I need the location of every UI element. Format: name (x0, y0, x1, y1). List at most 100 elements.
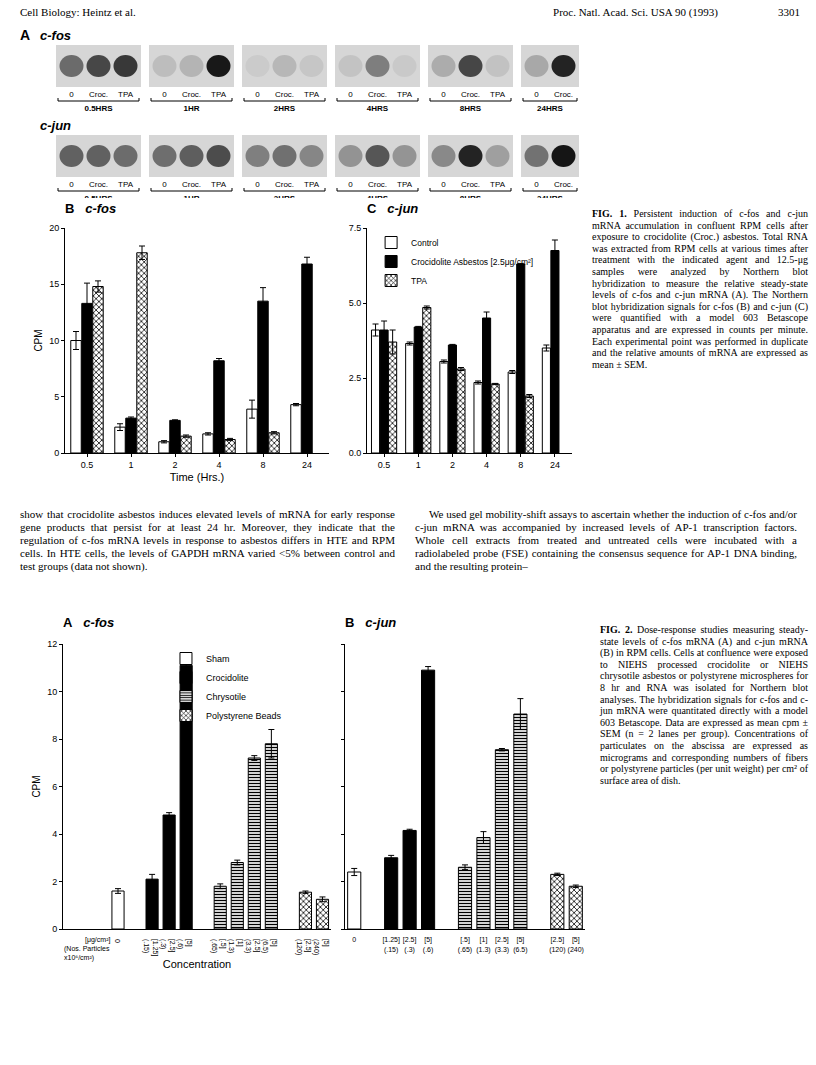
svg-text:0: 0 (441, 90, 446, 99)
svg-text:1: 1 (128, 460, 133, 470)
svg-text:8HRS: 8HRS (460, 104, 482, 113)
svg-text:0: 0 (52, 924, 57, 934)
svg-text:0: 0 (534, 90, 539, 99)
svg-text:0: 0 (69, 180, 74, 189)
svg-text:TPA: TPA (211, 180, 227, 189)
svg-text:Croc.: Croc. (89, 90, 108, 99)
svg-text:0: 0 (255, 90, 260, 99)
svg-text:[5](.6): [5](.6) (176, 939, 193, 950)
svg-text:B c-fos: B c-fos (65, 201, 116, 216)
svg-text:2: 2 (52, 877, 57, 887)
svg-text:Croc.: Croc. (368, 90, 387, 99)
svg-text:Concentration: Concentration (163, 958, 232, 970)
svg-text:1HR: 1HR (183, 194, 199, 203)
svg-text:0: 0 (352, 936, 356, 943)
svg-text:[1](1.3): [1](1.3) (476, 936, 490, 953)
svg-text:0: 0 (348, 180, 353, 189)
svg-text:2.5: 2.5 (349, 373, 362, 383)
svg-text:0: 0 (162, 180, 167, 189)
svg-text:TPA: TPA (118, 180, 134, 189)
svg-text:4HRS: 4HRS (367, 104, 389, 113)
svg-text:0: 0 (54, 448, 59, 458)
svg-text:4HRS: 4HRS (367, 194, 389, 203)
svg-text:12: 12 (47, 639, 57, 649)
svg-text:TPA: TPA (490, 180, 506, 189)
svg-text:Croc.: Croc. (554, 90, 573, 99)
svg-text:0: 0 (255, 180, 260, 189)
svg-text:24: 24 (302, 460, 312, 470)
svg-text:8: 8 (518, 460, 523, 470)
svg-text:Croc.: Croc. (275, 180, 294, 189)
svg-text:Croc.: Croc. (554, 180, 573, 189)
svg-text:[5](6.5): [5](6.5) (513, 936, 527, 953)
svg-text:2HRS: 2HRS (274, 194, 296, 203)
svg-text:8: 8 (260, 460, 265, 470)
svg-text:4: 4 (484, 460, 489, 470)
svg-text:2: 2 (450, 460, 455, 470)
svg-text:0: 0 (69, 90, 74, 99)
svg-text:Croc.: Croc. (275, 90, 294, 99)
svg-text:[5](6.5): [5](6.5) (261, 939, 278, 953)
svg-text:[1.25](.15): [1.25](.15) (382, 936, 400, 953)
svg-text:Croc.: Croc. (182, 90, 201, 99)
svg-text:C c-jun: C c-jun (367, 201, 418, 216)
svg-text:0.5HRS: 0.5HRS (84, 104, 113, 113)
svg-text:Control: Control (411, 238, 439, 248)
svg-text:CPM: CPM (33, 329, 44, 351)
svg-text:24HRS: 24HRS (537, 104, 563, 113)
svg-text:TPA: TPA (304, 90, 320, 99)
svg-text:2: 2 (172, 460, 177, 470)
svg-text:[2.5](.3): [2.5](.3) (159, 939, 176, 953)
svg-text:TPA: TPA (490, 90, 506, 99)
svg-text:10: 10 (49, 336, 59, 346)
svg-text:8: 8 (52, 734, 57, 744)
svg-text:24HRS: 24HRS (537, 194, 563, 203)
svg-text:Croc.: Croc. (461, 90, 480, 99)
svg-text:20: 20 (49, 223, 59, 233)
svg-text:0.5: 0.5 (81, 460, 94, 470)
svg-text:[.5](.65): [.5](.65) (458, 936, 472, 953)
svg-text:[1.25](.15): [1.25](.15) (142, 939, 159, 957)
svg-text:Crocidolite Asbestos [2.5μg/cm: Crocidolite Asbestos [2.5μg/cm²] (411, 257, 533, 267)
svg-text:c-fos: c-fos (40, 28, 71, 43)
svg-text:A: A (20, 27, 30, 43)
svg-text:0.5HRS: 0.5HRS (84, 194, 113, 203)
svg-text:Croc.: Croc. (368, 180, 387, 189)
svg-text:[2.5](3.3): [2.5](3.3) (244, 939, 261, 953)
svg-text:CPM: CPM (31, 775, 42, 797)
svg-text:1HR: 1HR (183, 104, 199, 113)
svg-text:0: 0 (114, 939, 121, 943)
svg-text:TPA: TPA (211, 90, 227, 99)
svg-text:[2.5](.3): [2.5](.3) (403, 936, 417, 953)
svg-text:2HRS: 2HRS (274, 104, 296, 113)
svg-text:[1](1.3): [1](1.3) (227, 939, 244, 953)
svg-text:[5](240): [5](240) (568, 936, 584, 953)
svg-text:0: 0 (162, 90, 167, 99)
svg-text:Chrysotile: Chrysotile (206, 692, 246, 702)
svg-text:0: 0 (348, 90, 353, 99)
svg-text:[2.5](120): [2.5](120) (295, 939, 312, 955)
svg-text:0.5: 0.5 (378, 460, 391, 470)
svg-text:0: 0 (441, 180, 446, 189)
svg-text:(Nos. Particlesx10⁶/cm²): (Nos. Particlesx10⁶/cm²) (64, 945, 110, 962)
svg-text:Croc.: Croc. (461, 180, 480, 189)
svg-text:10: 10 (47, 687, 57, 697)
svg-text:Sham: Sham (206, 654, 230, 664)
svg-text:15: 15 (49, 279, 59, 289)
svg-text:8HRS: 8HRS (460, 194, 482, 203)
svg-text:0.0: 0.0 (349, 448, 362, 458)
svg-text:4: 4 (52, 829, 57, 839)
svg-text:[2.5](120): [2.5](120) (549, 936, 565, 953)
svg-text:7.5: 7.5 (349, 223, 362, 233)
svg-text:TPA: TPA (118, 90, 134, 99)
svg-text:A c-fos: A c-fos (63, 615, 114, 630)
svg-text:c-jun: c-jun (40, 118, 71, 133)
svg-text:[.5](.65): [.5](.65) (210, 939, 227, 953)
svg-text:[5](240): [5](240) (312, 939, 329, 955)
svg-text:TPA: TPA (304, 180, 320, 189)
svg-text:Crocidolite: Crocidolite (206, 673, 249, 683)
svg-text:TPA: TPA (397, 90, 413, 99)
svg-text:[5](.6): [5](.6) (423, 936, 434, 953)
svg-text:B c-jun: B c-jun (345, 615, 396, 630)
svg-text:0: 0 (534, 180, 539, 189)
